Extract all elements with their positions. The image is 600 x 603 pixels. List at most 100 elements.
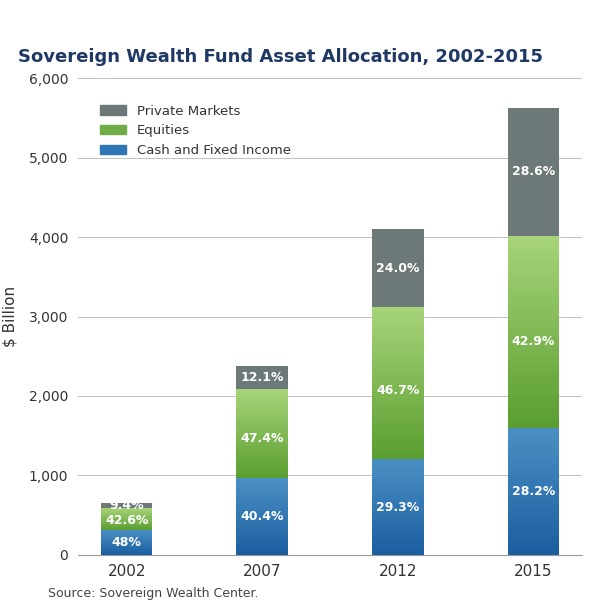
Bar	[372, 344, 424, 347]
Bar	[372, 492, 424, 494]
Bar	[508, 374, 559, 378]
Bar	[236, 512, 288, 514]
Bar	[372, 520, 424, 522]
Bar	[372, 511, 424, 513]
Bar	[508, 537, 559, 540]
Bar	[508, 504, 559, 507]
Bar	[508, 386, 559, 390]
Bar	[508, 344, 559, 347]
Bar	[236, 443, 288, 444]
Bar	[508, 417, 559, 420]
Bar	[508, 336, 559, 339]
Bar	[372, 476, 424, 478]
Bar	[372, 482, 424, 484]
Legend: Private Markets, Equities, Cash and Fixed Income: Private Markets, Equities, Cash and Fixe…	[95, 99, 296, 162]
Bar	[508, 459, 559, 461]
Bar	[372, 405, 424, 408]
Bar	[372, 320, 424, 323]
Bar	[236, 537, 288, 538]
Bar	[508, 472, 559, 474]
Bar	[236, 415, 288, 417]
Bar	[508, 259, 559, 263]
Text: 42.9%: 42.9%	[512, 335, 555, 348]
Bar	[236, 439, 288, 441]
Bar	[236, 553, 288, 555]
Bar	[508, 274, 559, 278]
Bar	[372, 467, 424, 469]
Bar	[236, 446, 288, 448]
Bar	[508, 267, 559, 271]
Bar	[236, 452, 288, 453]
Bar	[372, 308, 424, 311]
Bar	[372, 338, 424, 341]
Bar	[508, 324, 559, 328]
Bar	[372, 329, 424, 332]
Bar	[508, 405, 559, 409]
Bar	[372, 541, 424, 543]
Bar	[508, 532, 559, 534]
Bar	[372, 465, 424, 467]
Bar	[372, 463, 424, 465]
Bar	[508, 441, 559, 443]
Bar	[508, 428, 559, 431]
Bar	[372, 519, 424, 520]
Bar	[508, 244, 559, 247]
Bar	[236, 421, 288, 423]
Bar	[372, 517, 424, 519]
Bar	[508, 540, 559, 542]
Bar	[372, 441, 424, 444]
Bar	[372, 384, 424, 387]
Bar	[236, 495, 288, 497]
Bar	[508, 484, 559, 487]
Bar	[372, 545, 424, 547]
Bar	[508, 449, 559, 451]
Bar	[508, 367, 559, 370]
Bar	[236, 398, 288, 400]
Bar	[236, 402, 288, 403]
Bar	[236, 450, 288, 452]
Bar	[372, 347, 424, 350]
Bar	[236, 466, 288, 468]
Bar	[372, 399, 424, 402]
Bar	[236, 444, 288, 446]
Bar	[236, 409, 288, 411]
Bar	[372, 509, 424, 511]
Bar	[372, 435, 424, 438]
Bar	[508, 509, 559, 512]
Bar	[236, 509, 288, 511]
Bar	[508, 352, 559, 355]
Bar	[372, 526, 424, 528]
Bar	[508, 355, 559, 359]
Bar	[508, 305, 559, 309]
Bar	[236, 514, 288, 515]
Bar	[372, 447, 424, 450]
Bar	[372, 453, 424, 456]
Bar	[508, 479, 559, 481]
Bar	[236, 489, 288, 491]
Bar	[372, 528, 424, 530]
Bar	[236, 480, 288, 481]
Bar	[508, 413, 559, 417]
Bar	[508, 359, 559, 363]
Bar	[508, 494, 559, 496]
Text: 29.3%: 29.3%	[376, 500, 419, 514]
Bar	[508, 420, 559, 425]
Bar	[236, 400, 288, 402]
Bar	[236, 492, 288, 494]
Bar	[236, 504, 288, 506]
Text: Source: Sovereign Wealth Center.: Source: Sovereign Wealth Center.	[48, 587, 259, 600]
Bar	[236, 527, 288, 529]
Bar	[236, 526, 288, 527]
Bar	[236, 472, 288, 473]
Bar	[508, 431, 559, 434]
Bar	[236, 532, 288, 534]
Bar	[372, 505, 424, 507]
Bar	[236, 543, 288, 544]
Bar	[101, 503, 152, 508]
Bar	[236, 457, 288, 459]
Bar	[236, 530, 288, 532]
Bar	[372, 353, 424, 356]
Bar	[508, 527, 559, 529]
Bar	[508, 456, 559, 459]
Bar	[508, 512, 559, 514]
